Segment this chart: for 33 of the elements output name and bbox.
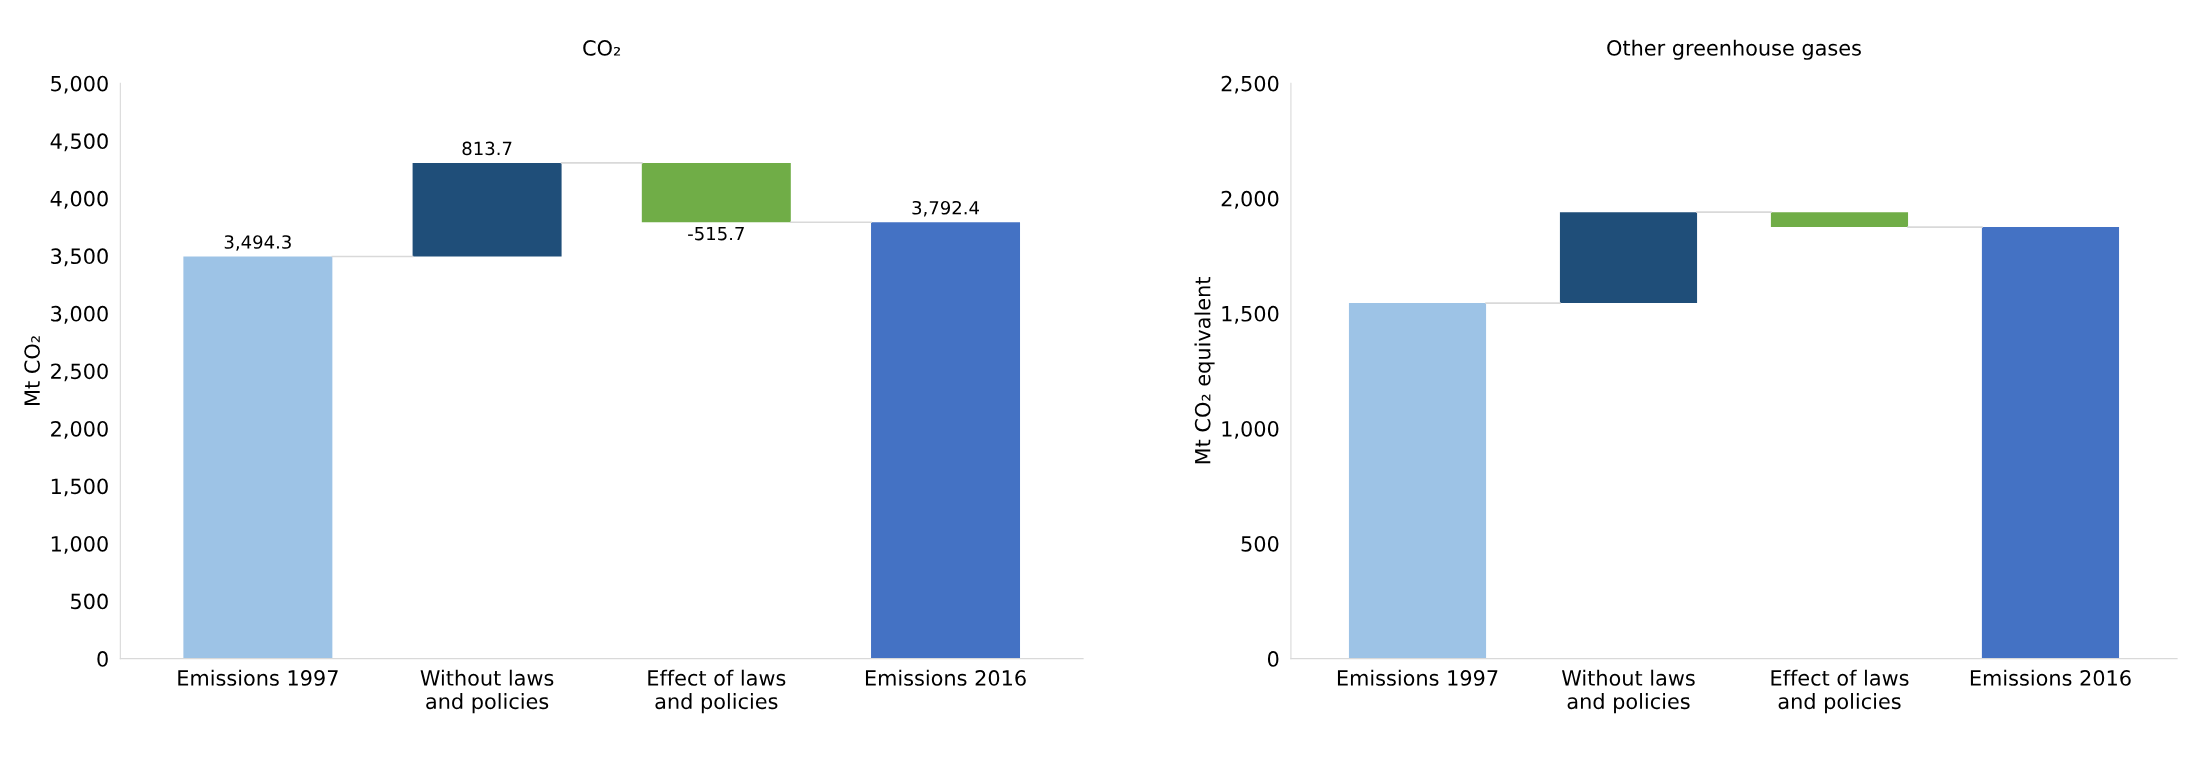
y-tick-label: 1,500	[51, 478, 108, 497]
y-tick-label: 2,500	[51, 363, 108, 382]
x-tick-label: Emissions 1997	[1337, 669, 1498, 686]
x-tick-label: Without laws and policies	[1561, 669, 1695, 714]
x-tick-label: Effect of laws and policies	[1771, 669, 1909, 714]
y-tick-label: 2,500	[1221, 75, 1279, 94]
y-tick-label: 1,000	[51, 535, 108, 554]
y-tick-label: 4,000	[50, 190, 108, 209]
data-label: -515.7	[688, 226, 744, 241]
x-tick-label: Emissions 1997	[178, 669, 338, 686]
y-tick-label: 5,000	[51, 75, 108, 94]
chart-title: CO₂	[583, 40, 621, 56]
y-axis-title: Mt CO₂	[24, 336, 40, 405]
chart-title: Other greenhouse gases	[1607, 39, 1861, 60]
y-axis-title: Mt CO₂ equivalent	[1194, 277, 1215, 464]
data-label: 813.7	[462, 141, 512, 156]
y-tick-label: 3,500	[51, 248, 108, 267]
y-tick-label: 3,000	[51, 305, 108, 324]
y-tick-label: 500	[1241, 535, 1279, 552]
y-tick-label: 2,000	[1221, 190, 1279, 209]
x-tick-label: Without laws and policies	[420, 669, 554, 714]
x-tick-label: Effect of laws and policies	[648, 669, 786, 714]
data-label: 3,792.4	[912, 200, 979, 217]
y-tick-label: 0	[97, 651, 108, 667]
y-tick-label: 1,000	[1222, 420, 1279, 439]
y-tick-label: 1,500	[1222, 305, 1279, 324]
y-tick-label: 4,500	[50, 133, 108, 152]
x-tick-label: Emissions 2016	[865, 669, 1026, 686]
data-label: 3,494.3	[224, 235, 291, 251]
y-tick-label: 0	[1267, 651, 1279, 667]
y-tick-label: 500	[71, 593, 108, 610]
x-tick-label: Emissions 2016	[1970, 669, 2131, 686]
y-tick-label: 2,000	[51, 420, 108, 439]
